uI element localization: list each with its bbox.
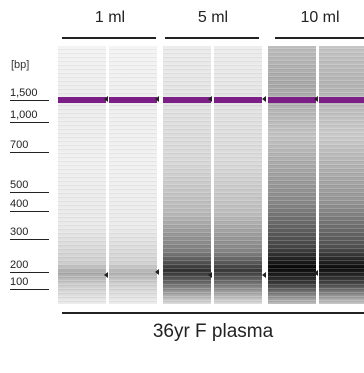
marker-band-3: [163, 97, 211, 103]
group-label-5ml: 5 ml: [197, 9, 229, 26]
group-rule-10ml: [275, 37, 364, 39]
gel-lane-2: [109, 46, 157, 304]
ladder-label-1000: 1,000: [10, 110, 49, 123]
marker-arrow-5: [314, 96, 318, 102]
gel-lane-6: [319, 46, 364, 304]
gel-lane-4: [214, 46, 262, 304]
marker-arrow-4: [262, 96, 266, 102]
marker-band-4: [214, 97, 262, 103]
peak-arrow-3: [208, 272, 212, 278]
gel-lane-5: [268, 46, 316, 304]
ladder-label-1500: 1,500: [10, 88, 49, 101]
group-label-1ml: 1 ml: [94, 9, 126, 26]
peak-arrow-5: [314, 270, 318, 276]
ladder-label-300: 300: [10, 227, 49, 240]
gel-lane-3: [163, 46, 211, 304]
ladder-label-400: 400: [10, 199, 49, 212]
ladder-label-500: 500: [10, 180, 49, 193]
peak-arrow-1: [104, 272, 108, 278]
ladder-label-200: 200: [10, 260, 49, 273]
peak-arrow-4: [262, 272, 266, 278]
gel-lane-1: [58, 46, 106, 304]
group-rule-1ml: [62, 37, 156, 39]
marker-band-2: [109, 97, 157, 103]
sample-rule: [62, 312, 364, 314]
marker-arrow-2: [155, 96, 159, 102]
marker-arrow-3: [208, 96, 212, 102]
sample-label: 36yr F plasma: [152, 321, 274, 342]
group-label-10ml: 10 ml: [300, 9, 340, 26]
group-rule-5ml: [165, 37, 259, 39]
marker-arrow-1: [104, 96, 108, 102]
ladder-label-700: 700: [10, 140, 49, 153]
bp-unit-label: [bp]: [11, 59, 30, 71]
marker-band-1: [58, 97, 106, 103]
marker-band-5: [268, 97, 316, 103]
peak-arrow-2: [155, 269, 159, 275]
marker-band-6: [319, 97, 364, 103]
ladder-label-100: 100: [10, 277, 49, 290]
